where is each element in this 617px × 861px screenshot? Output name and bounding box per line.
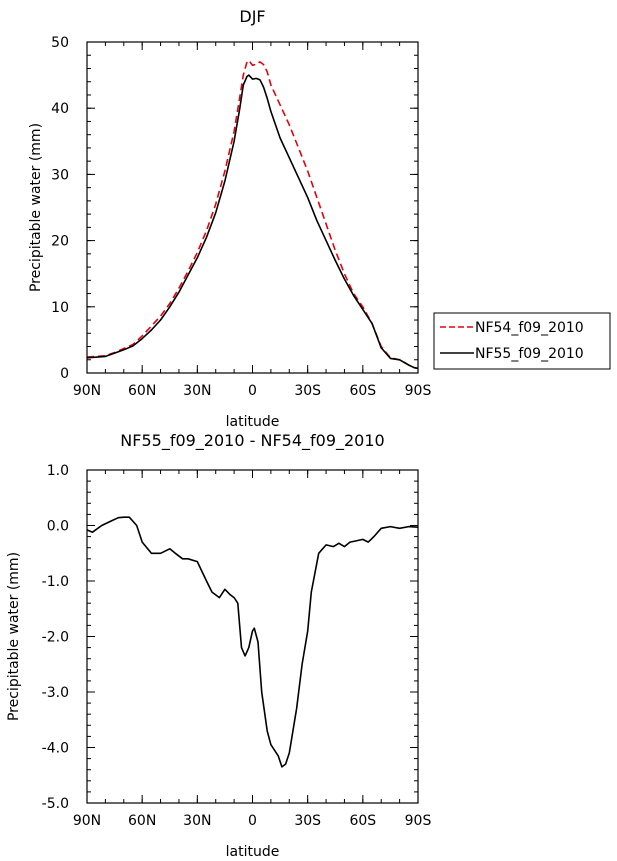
legend-entry: NF55_f09_2010 (475, 346, 584, 362)
y-tick-label: -2.0 (42, 630, 69, 646)
x-tick-label: 60N (128, 813, 156, 829)
x-tick-label: 90N (73, 383, 101, 399)
series-line-nf54-f09-2010 (86, 59, 419, 370)
x-tick-label: 60N (128, 383, 156, 399)
x-axis-label: latitude (226, 414, 280, 430)
y-tick-label: 0.0 (47, 519, 69, 535)
plot-frame (86, 41, 419, 374)
series-line-difference (86, 516, 419, 768)
chart-title: DJF (239, 7, 265, 26)
series-line-nf55-f09-2010 (86, 74, 419, 370)
legend-box (433, 312, 611, 370)
plot-frame (86, 469, 419, 804)
x-tick-label: 0 (248, 813, 257, 829)
x-tick-label: 90N (73, 813, 101, 829)
y-axis-label: Precipitable water (mm) (28, 123, 44, 292)
x-tick-label: 90S (405, 813, 432, 829)
x-tick-label: 30N (183, 813, 211, 829)
x-tick-label: 60S (349, 813, 376, 829)
x-tick-label: 90S (405, 383, 432, 399)
y-tick-label: -4.0 (42, 741, 69, 757)
y-tick-label: -1.0 (42, 574, 69, 590)
x-tick-label: 0 (248, 383, 257, 399)
y-tick-label: 10 (51, 300, 69, 316)
chart-title: NF55_f09_2010 - NF54_f09_2010 (120, 431, 384, 451)
x-tick-label: 30N (183, 383, 211, 399)
y-tick-label: 20 (51, 234, 69, 250)
y-tick-label: -3.0 (42, 685, 69, 701)
y-tick-label: 50 (51, 35, 69, 51)
legend-entry: NF54_f09_2010 (475, 320, 584, 336)
x-tick-label: 30S (294, 383, 321, 399)
y-tick-label: 40 (51, 101, 69, 117)
x-tick-label: 30S (294, 813, 321, 829)
y-tick-label: 1.0 (47, 463, 69, 479)
y-tick-label: 0 (60, 366, 69, 382)
x-axis-label: latitude (226, 844, 280, 860)
y-tick-label: -5.0 (42, 796, 69, 812)
x-tick-label: 60S (349, 383, 376, 399)
y-axis-label: Precipitable water (mm) (6, 552, 22, 721)
y-tick-label: 30 (51, 167, 69, 183)
